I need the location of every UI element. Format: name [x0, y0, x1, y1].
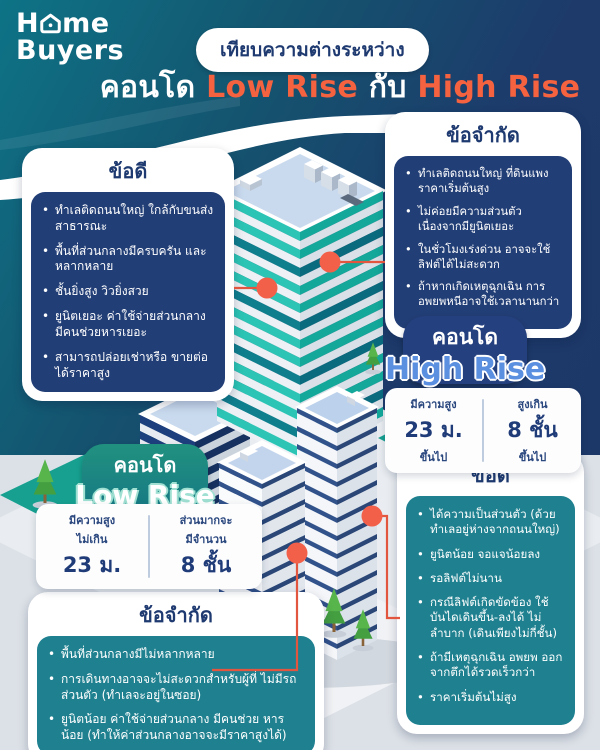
logo-text-post: me	[62, 8, 110, 39]
lowrise-cons-panel: ข้อจำกัด พื้นที่ส่วนกลางมีไม่หลากหลายการ…	[28, 592, 324, 750]
logo-text-pre: H	[16, 8, 40, 39]
list-item: ไม่ค่อยมีความส่วนตัว เนื่องจากมียูนิตเยอ…	[405, 205, 563, 235]
list-item: ถ้าหากเกิดเหตุฉุกเฉิน การอพยพหนีอาจใช้เว…	[405, 280, 563, 310]
list-item: พื้นที่ส่วนกลางมีครบครัน และหลากหลาย	[42, 244, 216, 276]
spec-label: มีความสูง	[68, 514, 116, 527]
spec-suffix: ขึ้นไป	[518, 451, 547, 464]
highrise-badge: คอนโด High Rise	[385, 316, 545, 396]
spec-label: สูงเกิน	[517, 398, 548, 411]
title-vs: กับ	[368, 70, 407, 105]
spec-label2: ไม่เกิน	[76, 533, 108, 546]
page-title: คอนโด Low Rise กับ High Rise	[90, 64, 590, 111]
highrise-badge-name: High Rise	[385, 352, 546, 387]
highrise-pros-panel: ข้อดี ทำเลติดถนนใหญ่ ใกล้กับขนส่งสาธารณะ…	[22, 148, 234, 402]
highrise-badge-pill	[403, 316, 527, 384]
list-item: ยูนิตน้อย ค่าใช้จ่ายส่วนกลาง มีคนช่วย หา…	[48, 712, 306, 744]
spec-value: 23 ม.	[62, 553, 122, 577]
spec-value: 8 ชั้น	[180, 553, 232, 577]
lowrise-spec-box: มีความสูง ไม่เกิน 23 ม. ส่วนมากจะ มีจำนว…	[36, 504, 262, 589]
highrise-spec-floors: สูงเกิน 8 ชั้น ขึ้นไป	[484, 395, 581, 466]
lowrise-cons-title: ข้อจำกัด	[139, 603, 213, 627]
highrise-badge-condo: คอนโด	[432, 325, 498, 349]
logo-line2: Buyers	[16, 35, 125, 66]
highrise-pros-list: ทำเลติดถนนใหญ่ ใกล้กับขนส่งสาธารณะพื้นที…	[31, 192, 225, 393]
spec-divider	[148, 515, 150, 578]
lowrise-badge-pill	[82, 444, 208, 508]
spec-label2: มีจำนวน	[185, 533, 227, 546]
spec-value: 8 ชั้น	[507, 418, 558, 442]
list-item: ทำเลติดถนนใหญ่ ที่ดินแพง ราคาเริ่มต้นสูง	[405, 167, 563, 197]
list-item: พื้นที่ส่วนกลางมีไม่หลากหลาย	[48, 647, 306, 663]
highrise-pros-title: ข้อดี	[108, 159, 148, 183]
title-high-rise: High Rise	[417, 70, 581, 105]
list-item: ราคาเริ่มต้นไม่สูง	[417, 690, 566, 706]
lowrise-spec-height: มีความสูง ไม่เกิน 23 ม.	[36, 511, 148, 582]
list-item: กรณีลิฟต์เกิดขัดข้อง ใช้บันไดเดินขึ้น-ลง…	[417, 595, 566, 641]
spec-suffix: ขึ้นไป	[419, 451, 448, 464]
spec-label: ส่วนมากจะ	[179, 514, 233, 527]
house-icon	[40, 13, 61, 34]
list-item: ยูนิตน้อย จอแจน้อยลง	[417, 547, 566, 563]
header-pill: เทียบความต่างระหว่าง	[196, 28, 429, 72]
list-item: สามารถปล่อยเช่าหรือ ขายต่อได้ราคาสูง	[42, 350, 216, 382]
highrise-cons-title: ข้อจำกัด	[446, 123, 520, 147]
highrise-cons-panel: ข้อจำกัด ทำเลติดถนนใหญ่ ที่ดินแพง ราคาเร…	[385, 112, 581, 339]
lowrise-cons-list: พื้นที่ส่วนกลางมีไม่หลากหลายการเดินทางอา…	[37, 636, 315, 750]
lowrise-pros-list: ได้ความเป็นส่วนตัว (ด้วยทำเลอยู่ห่างจากถ…	[406, 496, 575, 725]
list-item: รอลิฟต์ไม่นาน	[417, 571, 566, 587]
spec-label: มีความสูง	[410, 398, 457, 411]
highrise-cons-list: ทำเลติดถนนใหญ่ ที่ดินแพง ราคาเริ่มต้นสูง…	[394, 156, 572, 330]
title-condo: คอนโด	[99, 70, 196, 105]
highrise-spec-height: มีความสูง 23 ม. ขึ้นไป	[385, 395, 482, 466]
list-item: ได้ความเป็นส่วนตัว (ด้วยทำเลอยู่ห่างจากถ…	[417, 507, 566, 538]
spec-divider	[482, 399, 484, 462]
lowrise-spec-floors: ส่วนมากจะ มีจำนวน 8 ชั้น	[150, 511, 262, 582]
title-low-rise: Low Rise	[206, 70, 359, 105]
lowrise-pros-panel: ข้อดี ได้ความเป็นส่วนตัว (ด้วยทำเลอยู่ห่…	[397, 452, 584, 734]
list-item: ชั้นยิ่งสูง วิวยิ่งสวย	[42, 284, 216, 300]
list-item: ถ้ามีเหตุฉุกเฉิน อพยพ ออกจากตึกได้รวดเร็…	[417, 650, 566, 681]
lowrise-badge-condo: คอนโด	[113, 453, 177, 477]
list-item: ทำเลติดถนนใหญ่ ใกล้กับขนส่งสาธารณะ	[42, 203, 216, 235]
list-item: ในชั่วโมงเร่งด่วน อาจจะใช้ลิฟต์ได้ไม่สะด…	[405, 243, 563, 273]
list-item: ยูนิตเยอะ ค่าใช้จ่ายส่วนกลาง มีคนช่วยหาร…	[42, 309, 216, 341]
highrise-spec-box: มีความสูง 23 ม. ขึ้นไป สูงเกิน 8 ชั้น ขึ…	[385, 388, 581, 473]
list-item: การเดินทางอาจจะไม่สะดวกสำหรับผู้ที่ ไม่ม…	[48, 672, 306, 704]
spec-value: 23 ม.	[404, 418, 463, 442]
